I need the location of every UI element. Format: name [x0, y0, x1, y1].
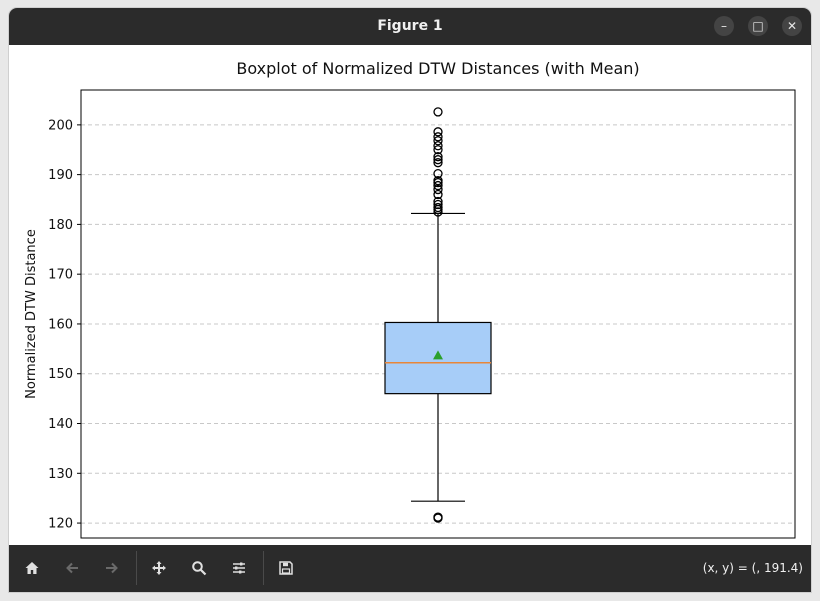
window-title: Figure 1	[377, 18, 443, 34]
outlier-point	[433, 175, 443, 186]
forward-button[interactable]	[99, 555, 125, 581]
outlier-point	[433, 180, 443, 191]
zoom-button[interactable]	[186, 555, 212, 581]
title-bar[interactable]: Figure 1 – □ ✕	[9, 8, 811, 45]
y-tick-label: 170	[48, 268, 73, 283]
toolbar-separator	[136, 551, 137, 585]
y-tick-label: 120	[48, 517, 73, 532]
back-button[interactable]	[59, 555, 85, 581]
y-tick-label: 190	[48, 168, 73, 183]
outlier-point	[433, 107, 443, 117]
chart-title: Boxplot of Normalized DTW Distances (wit…	[236, 59, 639, 78]
outlier-point	[433, 513, 443, 523]
y-axis-label: Normalized DTW Distance	[24, 229, 39, 399]
back-icon	[66, 562, 78, 574]
outlier-point	[433, 158, 443, 168]
y-tick-label: 150	[48, 367, 73, 382]
y-tick-label: 200	[48, 118, 73, 133]
home-button[interactable]	[19, 555, 45, 581]
y-tick-label: 180	[48, 218, 73, 233]
outlier-point	[433, 196, 443, 207]
outlier-point	[433, 168, 443, 179]
y-tick-label: 140	[48, 417, 73, 432]
save-icon	[279, 561, 293, 575]
toolbar-separator	[263, 551, 264, 585]
cursor-coordinates: (x, y) = (, 191.4)	[702, 561, 803, 575]
navigation-toolbar: (x, y) = (, 191.4)	[9, 545, 811, 592]
axes-frame	[80, 89, 796, 539]
save-button[interactable]	[273, 555, 299, 581]
configure-button[interactable]	[226, 555, 252, 581]
box-group	[384, 212, 492, 502]
pan-icon	[152, 561, 166, 575]
boxplot-chart: Boxplot of Normalized DTW Distances (wit…	[24, 59, 796, 539]
home-icon	[25, 562, 39, 574]
outlier-point	[433, 202, 443, 213]
zoom-icon	[192, 561, 207, 576]
mean-marker	[433, 350, 443, 360]
outlier-point	[433, 155, 443, 165]
outlier-point	[433, 127, 443, 137]
close-button[interactable]: ✕	[782, 16, 802, 36]
outlier-point	[433, 136, 443, 146]
outlier-points	[433, 107, 443, 523]
y-tick-label: 130	[48, 467, 73, 482]
minimize-button[interactable]: –	[714, 16, 734, 36]
outlier-point	[433, 152, 443, 162]
maximize-button[interactable]: □	[748, 16, 768, 36]
pan-button[interactable]	[146, 555, 172, 581]
plot-canvas[interactable]: Boxplot of Normalized DTW Distances (wit…	[9, 45, 811, 545]
outlier-point	[433, 199, 443, 210]
outlier-point	[433, 184, 443, 195]
outlier-point	[433, 141, 443, 151]
y-tick-label: 160	[48, 317, 73, 332]
configure-icon	[233, 562, 245, 574]
y-axis-ticks: 120 130 140 150 160 170 180 190 200	[48, 118, 81, 532]
forward-icon	[106, 562, 118, 574]
figure-window: Figure 1 – □ ✕ Boxplot of Normalized DTW…	[9, 8, 811, 592]
outlier-point	[433, 145, 443, 155]
outlier-point	[433, 189, 443, 200]
outlier-point	[433, 132, 443, 142]
